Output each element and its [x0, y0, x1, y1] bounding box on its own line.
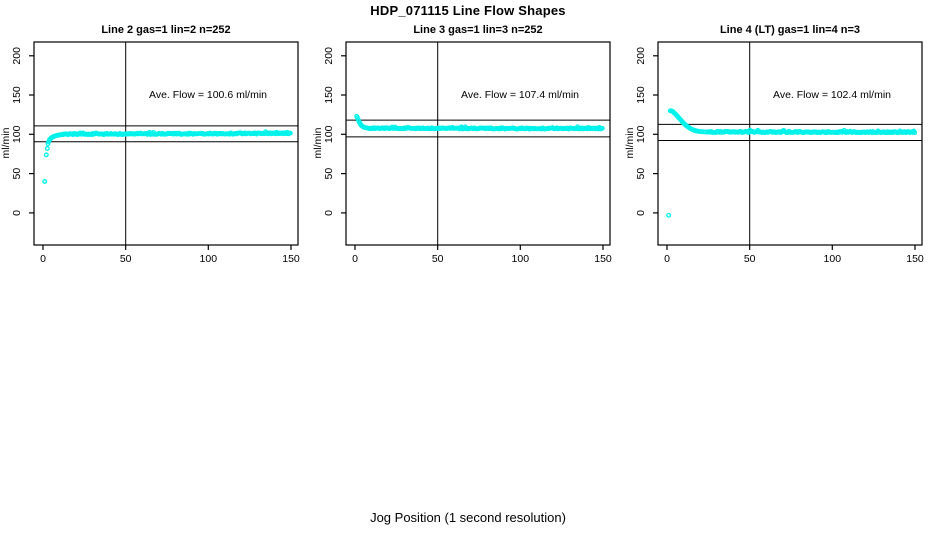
plot-box: [657, 41, 923, 246]
plot-box: [345, 41, 611, 246]
x-axis: 0 50 100 150: [352, 245, 612, 265]
data-point: [287, 130, 293, 136]
data-point: [43, 152, 49, 158]
plot-area-line-3: 0 50 100 150 200 ml/min 0 50 100 150: [312, 41, 612, 265]
x-tick-label: 100: [824, 253, 842, 265]
data-point: [599, 125, 605, 131]
y-axis-title: ml/min: [624, 127, 636, 158]
x-tick-label: 0: [352, 253, 358, 265]
y-axis: 0 50 100 150 200 ml/min: [0, 47, 34, 216]
panel-title-line-4: Line 4 (LT) gas=1 lin=4 n=3: [719, 24, 861, 36]
ave-flow-annotation-line-2: Ave. Flow = 100.6 ml/min: [149, 89, 267, 101]
plot-area-line-4: 0 50 100 150 200 ml/min 0 50 100 150: [624, 41, 924, 265]
x-tick-label: 150: [594, 253, 612, 265]
y-tick-label: 50: [635, 168, 647, 180]
x-tick-label: 150: [906, 253, 924, 265]
plot-area-line-2: 0 50 100 150 200 ml/min 0 50 100 150: [0, 41, 300, 265]
x-tick-label: 100: [512, 253, 530, 265]
x-axis: 0 50 100 150: [40, 245, 300, 265]
data-point: [44, 146, 50, 151]
y-tick-label: 150: [635, 86, 647, 104]
panel-title-line-3: Line 3 gas=1 lin=3 n=252: [413, 24, 543, 36]
y-tick-label: 0: [323, 210, 335, 216]
ave-flow-annotation-line-4: Ave. Flow = 102.4 ml/min: [773, 89, 891, 101]
panel-title-line-2: Line 2 gas=1 lin=2 n=252: [101, 24, 231, 36]
y-tick-label: 100: [323, 125, 335, 143]
panel-line-3: 0 50 100 150 200 ml/min 0 50 100 150 Line 3 gas=1…: [312, 0, 624, 285]
y-axis: 0 50 100 150 200 ml/min: [312, 47, 346, 216]
ave-flow-annotation-line-3: Ave. Flow = 107.4 ml/min: [461, 89, 579, 101]
x-tick-label: 0: [40, 253, 46, 265]
y-tick-label: 200: [323, 47, 335, 65]
y-tick-label: 200: [11, 47, 23, 65]
panel-line-4: 0 50 100 150 200 ml/min 0 50 100 150 Line 4 (LT) …: [624, 0, 936, 285]
y-tick-label: 100: [11, 125, 23, 143]
data-points: [666, 108, 918, 218]
data-points: [354, 113, 605, 132]
reference-lines: [34, 42, 298, 245]
plot-box: [33, 41, 299, 246]
y-tick-label: 0: [635, 210, 647, 216]
x-tick-label: 50: [744, 253, 756, 265]
y-axis-title: ml/min: [0, 127, 12, 158]
x-tick-label: 100: [200, 253, 218, 265]
y-tick-label: 100: [635, 125, 647, 143]
y-tick-label: 150: [323, 86, 335, 104]
x-tick-label: 0: [664, 253, 670, 265]
x-tick-label: 50: [432, 253, 444, 265]
x-tick-label: 150: [282, 253, 300, 265]
data-points: [42, 129, 293, 184]
x-axis: 0 50 100 150: [664, 245, 924, 265]
y-tick-label: 0: [11, 210, 23, 216]
y-axis: 0 50 100 150 200 ml/min: [624, 47, 658, 216]
y-axis-title: ml/min: [312, 127, 324, 158]
reference-lines: [658, 42, 922, 245]
panel-line-2: 0 50 100 150 200 ml/min 0 50 100 150 Line 2 gas=1…: [0, 0, 312, 285]
y-tick-label: 200: [635, 47, 647, 65]
data-point: [666, 212, 672, 218]
reference-lines: [346, 42, 610, 245]
chart-title: HDP_071115 Line Flow Shapes: [370, 3, 566, 18]
y-tick-label: 50: [323, 168, 335, 180]
x-tick-label: 50: [120, 253, 132, 265]
y-tick-label: 150: [11, 86, 23, 104]
data-point: [42, 179, 48, 184]
y-tick-label: 50: [11, 168, 23, 180]
x-axis-label: Jog Position (1 second resolution): [370, 510, 566, 525]
data-point: [912, 130, 918, 136]
